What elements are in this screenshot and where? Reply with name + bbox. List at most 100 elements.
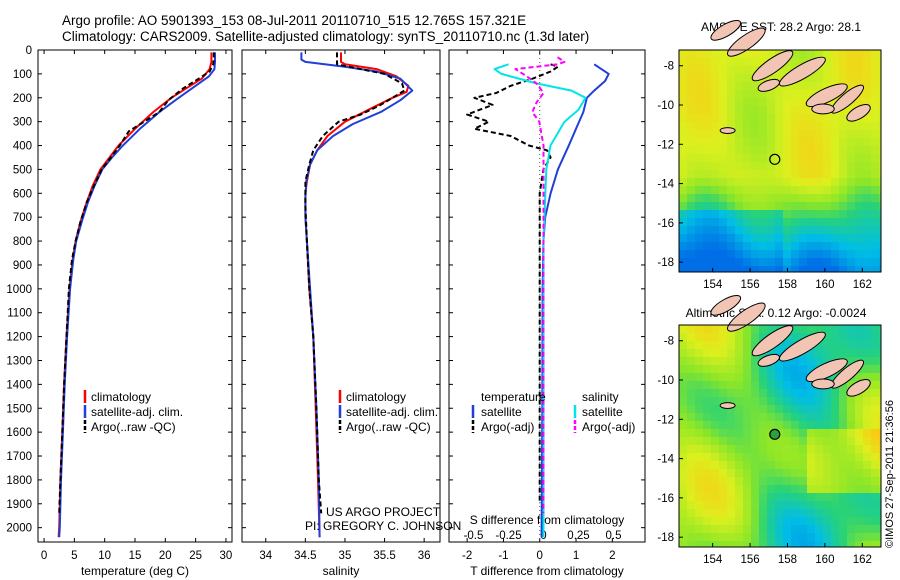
map-cell [783, 437, 791, 445]
x-tick-label: 34.5 [294, 550, 316, 562]
map-cell [695, 485, 703, 493]
map-cell [791, 365, 799, 373]
map-cell [871, 122, 879, 130]
map-cell [711, 493, 719, 501]
map-cell [871, 461, 879, 469]
x-tick-label: -1 [498, 550, 508, 562]
map-cell [687, 114, 695, 122]
map-cell [823, 82, 831, 90]
map-cell [839, 349, 847, 357]
map-cell [831, 501, 839, 509]
map-cell [679, 445, 687, 453]
map-cell [855, 429, 863, 437]
map-cell [735, 437, 743, 445]
y-tick-label: 800 [13, 236, 32, 248]
map-cell [871, 106, 879, 114]
map-cell [687, 242, 695, 250]
map-cell [831, 421, 839, 429]
island-shape [710, 20, 742, 41]
difference-legend: temperature satellite Argo(-adj) salinit… [471, 390, 635, 434]
map-cell [767, 413, 775, 421]
y-tick-label: 300 [13, 117, 32, 129]
map-cell [863, 509, 871, 517]
map-cell [863, 58, 871, 66]
map-cell [863, 234, 871, 242]
map-cell [807, 178, 815, 186]
map-cell [807, 501, 815, 509]
map-cell [735, 405, 743, 413]
map-cell [751, 405, 759, 413]
map-cell [695, 357, 703, 365]
map-cell [751, 389, 759, 397]
map-cell [679, 210, 687, 218]
map-cell [807, 202, 815, 210]
map-cell [791, 114, 799, 122]
map-cell [863, 525, 871, 533]
map-cell [759, 98, 767, 106]
map-cell [743, 154, 751, 162]
map-cell [847, 122, 855, 130]
island-shape [757, 78, 780, 92]
map-cell [831, 122, 839, 130]
map-cell [751, 421, 759, 429]
map-cell [711, 533, 719, 541]
map-cell [775, 397, 783, 405]
map-cell [719, 333, 727, 341]
map-cell [695, 453, 703, 461]
map-cell [679, 106, 687, 114]
map-cell [743, 146, 751, 154]
map-cell [831, 258, 839, 266]
map-cell [847, 541, 855, 547]
map-cell [687, 477, 695, 485]
map-cell [799, 509, 807, 517]
map-cell [879, 210, 881, 218]
map-cell [775, 250, 783, 258]
map-cell [775, 461, 783, 469]
map-cell [823, 413, 831, 421]
map-cell [719, 138, 727, 146]
map-cell [863, 82, 871, 90]
map-cell [687, 397, 695, 405]
map-cell [823, 485, 831, 493]
island-shape [727, 27, 766, 57]
map-cell [679, 365, 687, 373]
map-cell [879, 82, 881, 90]
map-cell [815, 389, 823, 397]
temperature-panel: temperature (deg C) 01002003004005006007… [6, 45, 233, 578]
map-cell [687, 66, 695, 74]
map-cell [751, 429, 759, 437]
map-cell [839, 469, 847, 477]
map-cell [831, 210, 839, 218]
map-cell [735, 453, 743, 461]
map-cell [839, 258, 847, 266]
map-cell [783, 234, 791, 242]
y-tick-label: -12 [657, 139, 674, 151]
map-cell [719, 381, 727, 389]
map-cell [679, 325, 687, 333]
map-cell [751, 170, 759, 178]
map-cell [711, 146, 719, 154]
map-cell [687, 517, 695, 525]
map-cell [679, 74, 687, 82]
map-cell [695, 477, 703, 485]
map-cell [719, 397, 727, 405]
map-cell [839, 477, 847, 485]
map-cell [759, 365, 767, 373]
map-cell [775, 178, 783, 186]
map-cell [767, 469, 775, 477]
map-cell [719, 178, 727, 186]
x-tick-label: 5 [71, 550, 77, 562]
map-cell [807, 218, 815, 226]
map-cell [719, 50, 727, 58]
map-cell [847, 525, 855, 533]
map-cell [799, 242, 807, 250]
map-cell [823, 509, 831, 517]
legend-label-argo: Argo(..raw -QC) [346, 420, 431, 434]
map-cell [791, 477, 799, 485]
map-cell [775, 74, 783, 82]
map-cell [831, 114, 839, 122]
map-cell [863, 461, 871, 469]
map-cell [871, 90, 879, 98]
map-cell [847, 210, 855, 218]
map-cell [719, 250, 727, 258]
